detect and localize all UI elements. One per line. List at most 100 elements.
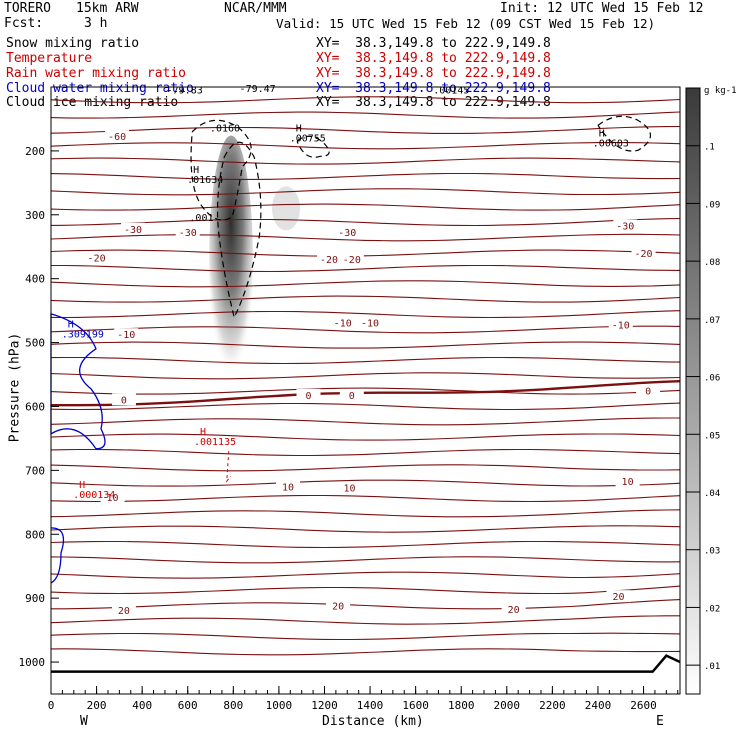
- temperature-contour: [50, 417, 680, 426]
- freezing-level-contour: [51, 380, 681, 407]
- y-tick-label: 600: [25, 400, 45, 413]
- temperature-contour: [50, 280, 681, 288]
- temperature-contour: [50, 96, 681, 104]
- temperature-label: 0: [121, 395, 127, 406]
- temperature-label-bg: [84, 251, 109, 264]
- temperature-contour: [50, 509, 681, 518]
- temperature-label: 0: [349, 391, 355, 402]
- temperature-label: 0: [645, 386, 651, 397]
- temperature-label-bg: [175, 225, 200, 238]
- temperature-label-bg: [606, 590, 631, 603]
- x-tick-label: 2400: [585, 699, 612, 712]
- maximum-marker: H: [296, 123, 302, 134]
- colorbar-tick-label: .05: [704, 431, 720, 441]
- temperature-label-bg: [111, 393, 136, 406]
- x-tick-label: 800: [223, 699, 243, 712]
- temperature-contour: [50, 479, 681, 487]
- cloud-ice-contour-tower: [216, 141, 262, 320]
- temperature-label: 20: [508, 605, 520, 616]
- temperature-contour: [50, 464, 681, 472]
- temperature-contour: [50, 172, 681, 180]
- legend-xy-snow: XY= 38.3,149.8 to 222.9,149.8: [316, 36, 551, 51]
- maximum-marker: H: [599, 128, 605, 139]
- temperature-contour: [50, 615, 680, 625]
- temperature-label: -60: [108, 132, 126, 143]
- maximum-value-label: .001: [189, 213, 213, 224]
- x-tick-label: 2600: [630, 699, 657, 712]
- x-tick-label: 1200: [311, 699, 338, 712]
- temperature-contour: [50, 571, 681, 579]
- x-tick-label: 0: [48, 699, 55, 712]
- temperature-label-bg: [111, 604, 136, 617]
- temperature-label: -20: [343, 255, 361, 266]
- colorbar-unit: g kg-1: [704, 86, 737, 96]
- legend-label-cloudwater: Cloud water mixing ratio: [6, 81, 194, 96]
- temperature-label-bg: [613, 219, 638, 232]
- temperature-contour: [50, 494, 681, 503]
- colorbar-tick-label: .1: [704, 143, 715, 153]
- temperature-contour: [50, 325, 681, 334]
- temperature-label: 10: [107, 493, 119, 504]
- maximum-value-label: -79.83: [167, 85, 203, 96]
- maximum-value-label: .00755: [290, 133, 326, 144]
- x-tick-label: 600: [178, 699, 198, 712]
- west-label: W: [80, 714, 88, 729]
- plot-frame: [50, 86, 681, 695]
- temperature-contour: [50, 125, 681, 134]
- temperature-label: 0: [306, 391, 312, 402]
- snow-plume-secondary: [272, 186, 301, 231]
- temperature-contour: [51, 599, 681, 610]
- temperature-label-bg: [114, 328, 139, 341]
- temperature-contour: [51, 264, 681, 273]
- legend-label-rain: Rain water mixing ratio: [6, 66, 187, 81]
- model-name: TORERO: [4, 1, 51, 16]
- temperature-label: 10: [622, 477, 634, 488]
- temperature-label-bg: [317, 252, 342, 265]
- temperature-contour: [50, 525, 681, 533]
- x-axis-title: Distance (km): [322, 714, 424, 729]
- y-tick-label: 700: [25, 464, 45, 477]
- temperature-contour: [50, 249, 681, 257]
- maximum-marker: H: [79, 480, 85, 491]
- cloud-ice-contour-east: [597, 115, 652, 152]
- temperature-label-bg: [100, 491, 125, 504]
- legend-label-temperature: Temperature: [6, 51, 93, 66]
- maximum-marker: H: [200, 427, 206, 438]
- legend-xy-rain: XY= 38.3,149.8 to 222.9,149.8: [316, 66, 551, 81]
- cloud-water-contour-west: [50, 312, 106, 450]
- legend-xy-cloudice: XY= 38.3,149.8 to 222.9,149.8: [316, 95, 551, 110]
- east-label: E: [656, 714, 664, 729]
- temperature-label: 20: [332, 602, 344, 613]
- temperature-label-bg: [121, 222, 146, 235]
- temperature-contour: [50, 648, 681, 656]
- legend-label-cloudice: Cloud ice mixing ratio: [6, 95, 179, 110]
- x-tick-label: 1600: [402, 699, 429, 712]
- fcst-value: 3 h: [84, 16, 108, 31]
- temperature-label: -20: [320, 255, 338, 266]
- temperature-contour: [50, 556, 681, 564]
- temperature-label-bg: [276, 480, 301, 493]
- y-tick-label: 1000: [19, 656, 46, 669]
- maximum-marker: H: [193, 165, 199, 176]
- temperature-contour: [50, 341, 681, 349]
- temperature-contour: [50, 632, 681, 641]
- init-time: Init: 12 UTC Wed 15 Feb 12: [500, 1, 704, 16]
- y-tick-label: 300: [25, 209, 45, 222]
- temperature-label: 10: [282, 482, 294, 493]
- colorbar-tick-label: .09: [704, 200, 720, 210]
- temperature-label-bg: [326, 599, 351, 612]
- temperature-label-bg: [358, 316, 383, 329]
- temperature-label: -10: [361, 319, 379, 330]
- temperature-contour: [50, 387, 681, 395]
- temperature-label: 20: [118, 606, 130, 617]
- colorbar-tick-label: .02: [704, 604, 720, 614]
- temperature-contour: [50, 111, 681, 119]
- temperature-contour: [50, 188, 681, 196]
- temperature-contour: [50, 157, 681, 165]
- maximum-value-label: -79.47: [240, 84, 276, 95]
- model-resolution: 15km ARW: [76, 1, 139, 16]
- fcst-label: Fcst:: [4, 16, 44, 31]
- valid-time: Valid: 15 UTC Wed 15 Feb 12 (09 CST Wed …: [276, 16, 656, 31]
- x-tick-label: 1800: [448, 699, 475, 712]
